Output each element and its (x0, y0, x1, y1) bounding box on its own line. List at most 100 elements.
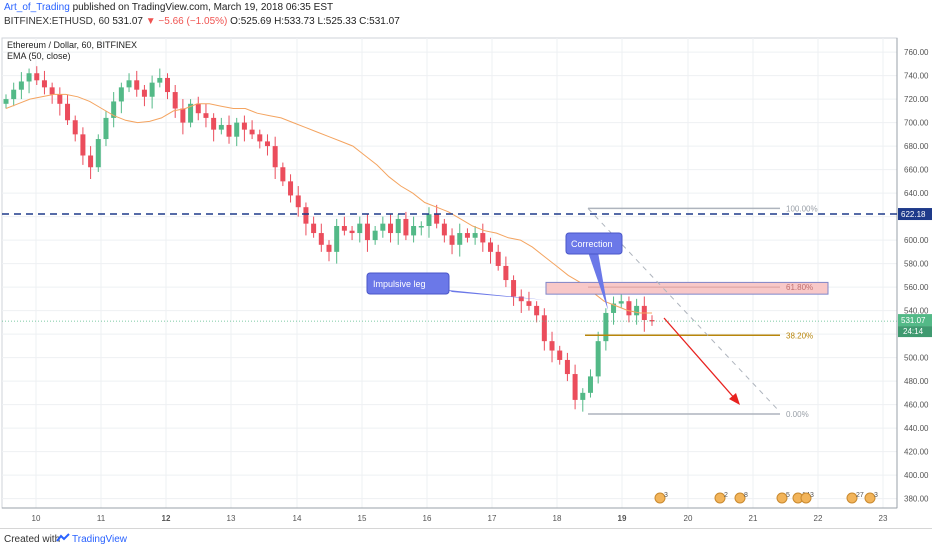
countdown-tag (898, 326, 932, 338)
fib-label-0: 0.00% (786, 410, 809, 419)
ema-line (5, 93, 652, 314)
time-tick-label: 10 (32, 514, 41, 523)
candle-down (318, 233, 324, 245)
candle-down (488, 242, 493, 252)
support-price-tag-text: 622.18 (901, 210, 926, 219)
tradingview-brand-link[interactable]: TradingView (72, 534, 128, 545)
price-tick-label: 500.00 (904, 354, 929, 363)
price-tick-label: 400.00 (904, 471, 929, 480)
candle-up (18, 81, 24, 90)
event-flag-icon (776, 492, 788, 504)
candle-up (457, 233, 463, 245)
down-arrow-icon: ▼ (145, 16, 156, 27)
candle-down (518, 296, 524, 302)
candle-down (503, 265, 509, 281)
last-price-tag-text: 531.07 (901, 316, 926, 325)
candle-down (534, 305, 540, 316)
ticker-line: BITFINEX:ETHUSD, 60 531.07 ▼ −5.66 (−1.0… (4, 16, 400, 27)
event-count: 8 (744, 492, 748, 499)
candle-down (165, 77, 170, 93)
publisher-line: Art_of_Trading published on TradingView.… (4, 2, 333, 13)
callout-pointer-impulse (448, 290, 546, 300)
tradingview-logo-icon (56, 533, 70, 542)
callout-correction-label: Correction (571, 239, 613, 249)
candle-up (126, 80, 132, 88)
candle-up (472, 233, 478, 238)
candle-down (388, 223, 394, 234)
callout-pointer-correction (588, 252, 608, 310)
footer: Created with TradingView (0, 528, 932, 551)
candle-down (341, 226, 347, 231)
event-flag-icon (864, 492, 876, 504)
resistance-zone (545, 281, 829, 295)
candle-down (65, 103, 71, 121)
candle-down (295, 195, 301, 208)
candle-down (526, 301, 532, 306)
candle-down (441, 223, 447, 236)
candle-up (11, 89, 17, 100)
candle-down (403, 218, 409, 236)
candle-down (434, 214, 440, 224)
price-change: −5.66 (−1.05%) (158, 16, 228, 27)
candle-down (241, 122, 247, 130)
ohlc-high: H:533.73 (274, 16, 315, 27)
candle-up (111, 101, 117, 118)
last-price-tag (898, 314, 932, 327)
price-tick-label: 680.00 (904, 142, 929, 151)
candle-down (257, 134, 263, 142)
candle-down (511, 280, 517, 297)
price-tick-label: 640.00 (904, 189, 929, 198)
candle-up (118, 87, 124, 102)
candle-down (564, 359, 570, 375)
candle-up (234, 122, 240, 137)
candle-down (572, 374, 578, 400)
candle-up (103, 117, 109, 140)
chart-title: Ethereum / Dollar, 60, BITFINEX (7, 40, 137, 50)
candle-down (41, 80, 47, 88)
candle-up (149, 82, 155, 97)
candle-down (141, 89, 147, 97)
candle-down (180, 108, 186, 123)
ohlc-low: L:525.33 (317, 16, 357, 27)
candle-up (595, 341, 601, 377)
price-tick-label: 580.00 (904, 260, 929, 269)
price-tick-label: 480.00 (904, 377, 929, 386)
candle-up (634, 305, 640, 316)
candle-up (95, 139, 101, 168)
price-tick-label: 740.00 (904, 72, 929, 81)
candle-up (411, 226, 417, 236)
fib-label-382: 38.20% (786, 331, 813, 340)
candle-down (249, 129, 255, 135)
event-count: 2 (724, 492, 728, 499)
fib-trend-dash (587, 208, 781, 413)
callout-impulsive-label: Impulsive leg (373, 279, 426, 289)
event-count: 27 (856, 492, 864, 499)
candle-down (57, 94, 63, 104)
event-count: 3 (664, 492, 668, 499)
candle-down (211, 117, 217, 130)
publisher-username[interactable]: Art_of_Trading (4, 2, 70, 13)
candle-up (395, 218, 401, 234)
event-count: 5 (786, 492, 790, 499)
event-flag-icon (800, 492, 812, 504)
candle-down (80, 134, 86, 156)
candle-up (3, 99, 9, 104)
time-tick-label: 11 (97, 514, 106, 523)
candle-down (272, 146, 278, 168)
candle-up (188, 103, 194, 123)
candle-down (464, 233, 470, 238)
callout-correction (565, 232, 623, 255)
candle-down (49, 87, 55, 95)
ticker-symbol: BITFINEX:ETHUSD, 60 (4, 16, 110, 27)
candle-down (349, 230, 355, 234)
candle-down (195, 103, 201, 114)
price-chart[interactable]: 760.00 740.00 720.00 700.00 680.00 660.00 640.… (0, 0, 932, 528)
candle-up (372, 230, 378, 241)
event-count: 3 (874, 492, 878, 499)
candle-down (626, 301, 632, 316)
candle-up (380, 223, 386, 231)
time-tick-label: 23 (879, 514, 888, 523)
price-tick-label: 460.00 (904, 401, 929, 410)
support-price-tag (898, 208, 932, 221)
